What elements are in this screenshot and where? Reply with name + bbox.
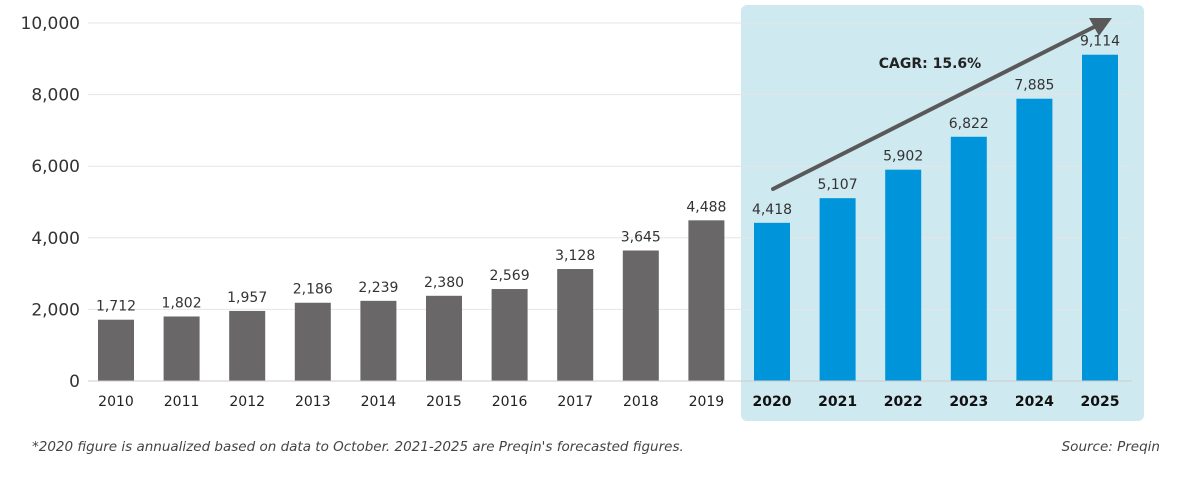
x-tick-label-2025: 2025 [1081,394,1120,410]
bar-2014 [360,300,397,381]
bar-2016 [491,289,528,381]
source-note: Source: Preqin [1062,439,1160,455]
data-label-2016: 2,569 [490,268,530,284]
data-label-2011: 1,802 [162,295,202,311]
cagr-arrow-shaft [771,24,1098,191]
data-label-2024: 7,885 [1014,78,1054,94]
data-label-2020: 4,418 [752,202,792,218]
data-label-2012: 1,957 [227,290,267,306]
data-label-2021: 5,107 [818,177,858,193]
data-label-2014: 2,239 [358,280,398,296]
x-axis-ticks: 2010 2011 2012 2013 2014 2015 2016 2017 2018 2019… [98,394,1119,410]
x-tick-label-2015: 2015 [426,394,462,410]
x-tick-label-2020: 2020 [753,394,792,410]
y-tick-label: 8,000 [31,86,80,106]
bar-2020 [754,222,790,381]
data-label-2013: 2,186 [293,282,333,298]
data-labels: 1,712 1,802 1,957 2,186 2,239 2,380 2,569 3,128… [96,34,1120,315]
x-tick-label-2012: 2012 [229,394,265,410]
bar-2013 [294,302,331,381]
x-tick-label-2017: 2017 [557,394,593,410]
x-tick-label-2021: 2021 [818,394,857,410]
bar-2010 [98,319,134,381]
y-tick-label: 10,000 [21,14,80,34]
bar-2018 [622,250,659,381]
data-label-2017: 3,128 [555,248,595,264]
bar-2017 [557,269,594,381]
data-label-2023: 6,822 [949,116,989,132]
x-tick-label-2024: 2024 [1015,394,1054,410]
x-tick-label-2011: 2011 [164,394,200,410]
y-tick-label: 0 [69,372,80,392]
x-tick-label-2019: 2019 [689,394,725,410]
y-axis-ticks: 0 2,000 4,000 6,000 8,000 10,000 [21,14,80,392]
footnote: *2020 figure is annualized based on data… [32,439,684,455]
bar-2025 [1082,54,1118,381]
x-tick-label-2014: 2014 [361,394,397,410]
data-label-2022: 5,902 [883,149,923,165]
bars [98,54,1118,381]
y-tick-label: 6,000 [31,157,80,177]
bar-2012 [229,310,266,381]
data-label-2010: 1,712 [96,299,136,315]
x-tick-label-2022: 2022 [884,394,923,410]
data-label-2015: 2,380 [424,275,464,291]
x-tick-label-2010: 2010 [98,394,134,410]
x-tick-label-2023: 2023 [949,394,988,410]
data-label-2018: 3,645 [621,230,661,246]
cagr-arrow-head [1089,18,1112,36]
x-tick-label-2018: 2018 [623,394,659,410]
bar-2021 [819,198,856,381]
bar-2024 [1016,98,1053,381]
data-label-2025: 9,114 [1080,34,1120,50]
y-tick-label: 2,000 [31,300,80,320]
x-tick-label-2016: 2016 [492,394,528,410]
bar-2019 [688,220,725,381]
cagr-annotation: CAGR: 15.6% [879,56,981,72]
data-label-2019: 4,488 [686,199,726,215]
y-tick-label: 4,000 [31,229,80,249]
bar-2022 [885,169,922,381]
bar-2011 [163,316,200,381]
bar-2015 [426,295,462,381]
cagr-arrow [771,18,1112,191]
bar-2023 [950,136,987,381]
x-tick-label-2013: 2013 [295,394,331,410]
